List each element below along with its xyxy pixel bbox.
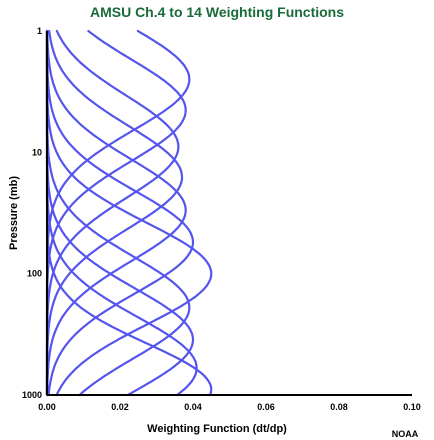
x-tick-label: 0.08 [330, 402, 348, 412]
y-tick-label: 10 [32, 147, 42, 157]
x-tick-labels: 0.00 0.02 0.04 0.06 0.08 0.10 [38, 402, 421, 412]
x-axis-label: Weighting Function (dt/dp) [147, 423, 287, 435]
y-tick-label: 1000 [22, 390, 42, 400]
y-tick-labels: 1 10 100 1000 [22, 26, 42, 400]
x-tick-label: 0.06 [257, 402, 275, 412]
y-tick-label: 100 [27, 269, 42, 279]
chart-title: AMSU Ch.4 to 14 Weighting Functions [90, 4, 344, 20]
y-axis-label: Pressure (mb) [8, 176, 20, 250]
series-group [45, 29, 213, 397]
weighting-curve-5 [46, 29, 187, 397]
y-tick-label: 1 [37, 26, 42, 36]
weighting-curve-4 [45, 29, 184, 397]
x-tick-label: 0.00 [38, 402, 56, 412]
x-tick-label: 0.10 [403, 402, 421, 412]
weighting-curve-6 [45, 29, 195, 397]
credit-label: NOAA [392, 429, 419, 439]
x-tick-label: 0.02 [111, 402, 129, 412]
x-tick-label: 0.04 [184, 402, 202, 412]
weighting-curve-3 [45, 29, 180, 397]
